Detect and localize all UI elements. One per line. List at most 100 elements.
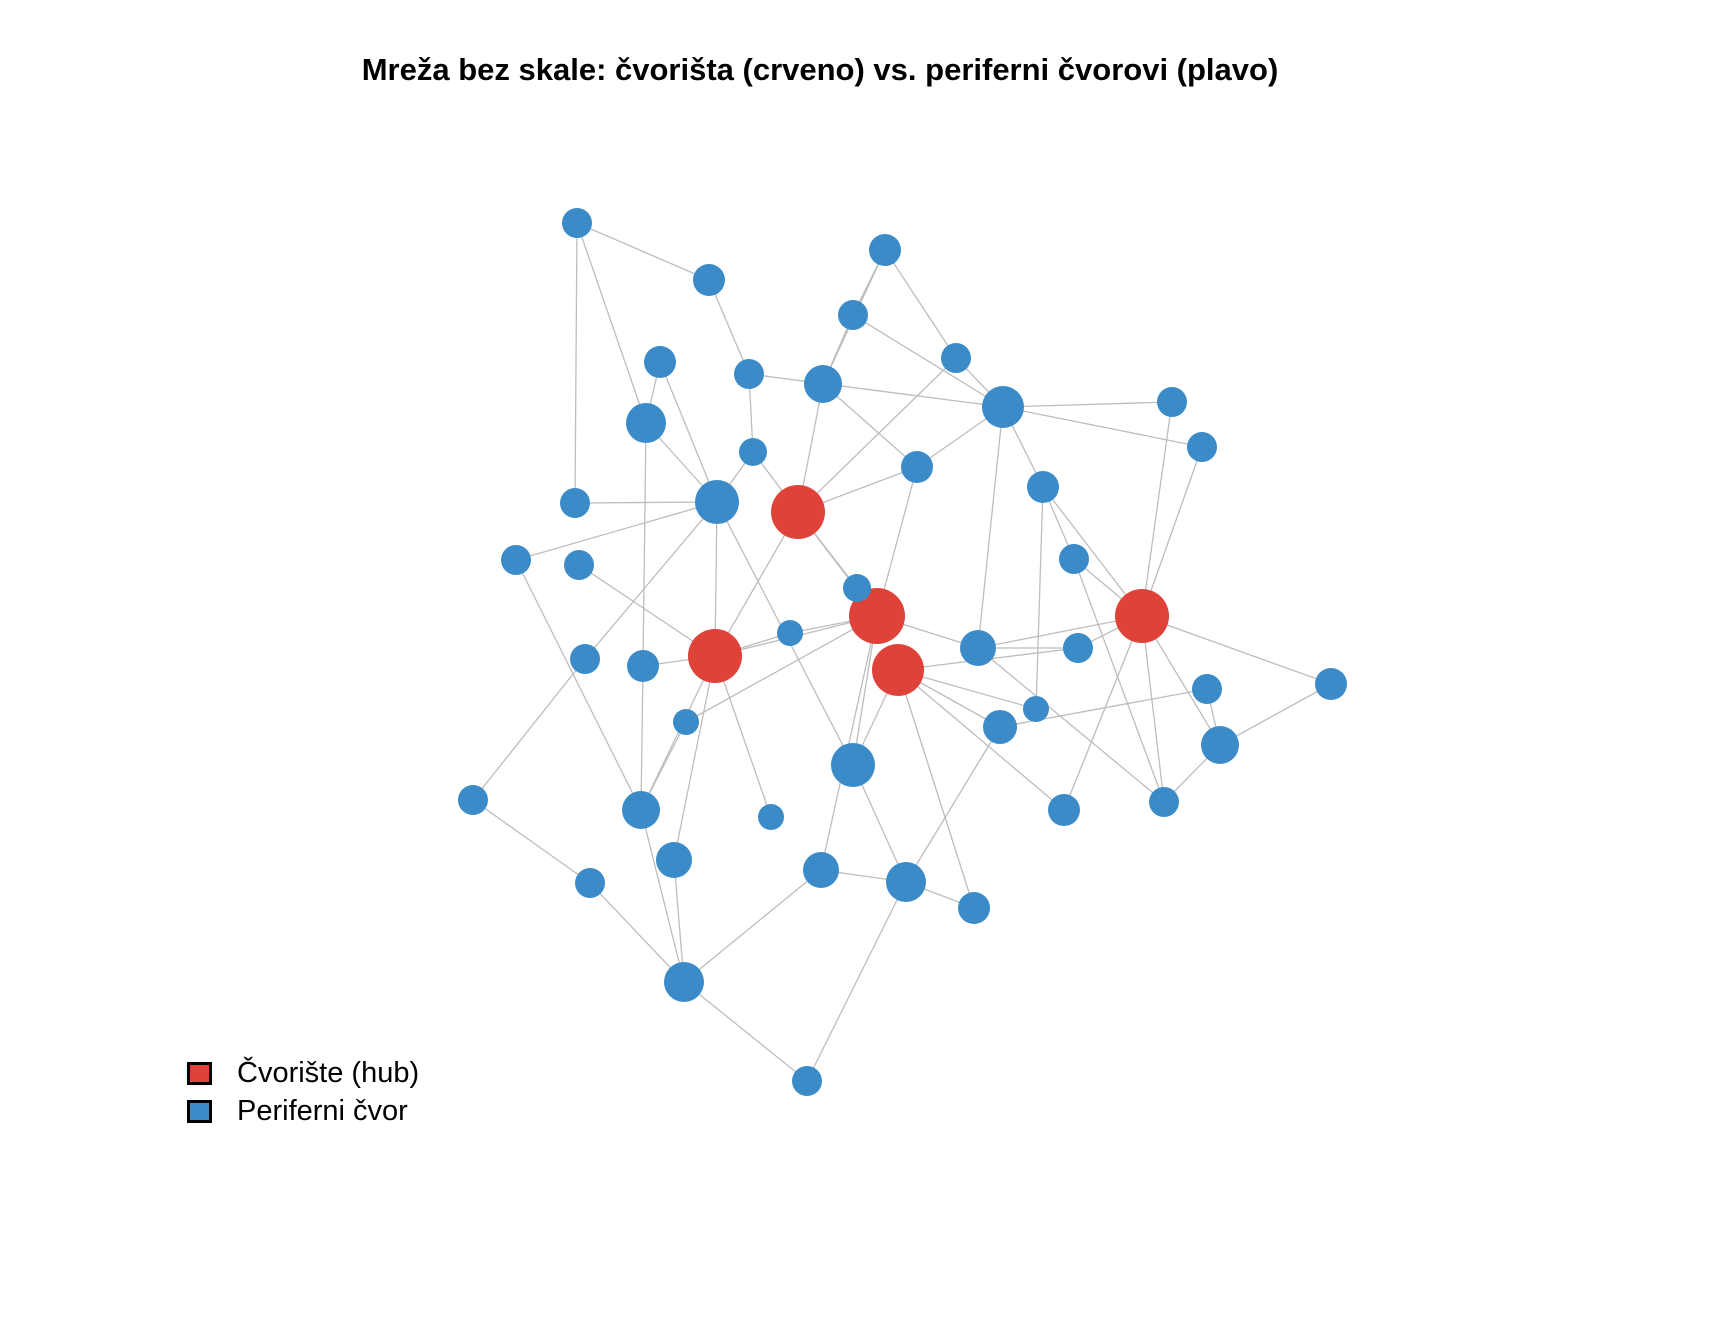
graph-edge-35-37 (589, 882, 685, 983)
graph-edge-30-35 (472, 799, 591, 884)
graph-edge-33-37 (673, 859, 685, 983)
graph-node-48-peripheral (1201, 726, 1239, 764)
legend: Čvorište (hub) Periferni čvor (187, 1054, 419, 1130)
graph-edge-24-32 (714, 655, 772, 818)
legend-label-peripheral: Periferni čvor (237, 1094, 408, 1127)
graph-node-13-peripheral (941, 343, 971, 373)
graph-edge-36-38 (806, 881, 907, 1082)
graph-edge-41-49 (1141, 615, 1165, 803)
graph-node-24-hub (688, 629, 742, 683)
graph-edge-31-37 (640, 809, 685, 983)
graph-edge-1-12 (574, 222, 578, 504)
graph-edge-15-41 (1141, 401, 1173, 617)
graph-edge-36-47 (905, 726, 1001, 883)
graph-node-44-peripheral (1315, 668, 1347, 700)
graph-node-20-peripheral (564, 550, 594, 580)
legend-item-hub: Čvorište (hub) (187, 1054, 419, 1092)
graph-edge-18-46 (1035, 486, 1044, 710)
graph-node-42-peripheral (960, 630, 996, 666)
graph-edge-41-50 (1063, 615, 1143, 811)
graph-edge-10-26 (584, 501, 718, 660)
graph-node-10-peripheral (695, 480, 739, 524)
graph-edge-42-49 (977, 647, 1165, 803)
graph-edge-3-13 (884, 249, 957, 359)
graph-edge-11-13 (797, 357, 957, 513)
graph-node-29-peripheral (831, 743, 875, 787)
graph-edge-7-17 (822, 383, 918, 468)
graph-node-30-peripheral (458, 785, 488, 815)
graph-node-49-peripheral (1149, 787, 1179, 817)
graph-edge-10-12 (574, 501, 718, 504)
legend-item-peripheral: Periferni čvor (187, 1092, 419, 1130)
graph-node-16-peripheral (1187, 432, 1217, 462)
graph-edge-14-15 (1002, 401, 1173, 408)
peripheral-swatch-icon (187, 1099, 212, 1123)
graph-node-50-peripheral (1048, 794, 1080, 826)
graph-node-1-peripheral (562, 208, 592, 238)
graph-node-37-peripheral (664, 962, 704, 1002)
graph-edge-24-33 (673, 655, 716, 861)
graph-edge-22-34 (820, 615, 878, 871)
graph-edge-14-16 (1002, 406, 1203, 448)
graph-edge-2-6 (708, 279, 750, 375)
graph-node-45-peripheral (1192, 674, 1222, 704)
graph-node-7-peripheral (804, 365, 842, 403)
graph-edge-41-42 (977, 615, 1143, 649)
graph-node-34-peripheral (803, 852, 839, 888)
graph-node-31-peripheral (622, 791, 660, 829)
page-title: Mreža bez skale: čvorišta (crveno) vs. p… (361, 52, 1279, 87)
graph-node-22-hub (849, 588, 905, 644)
graph-node-17-peripheral (901, 451, 933, 483)
graph-edge-25-50 (897, 669, 1065, 811)
graph-edge-24-31 (640, 655, 716, 811)
graph-node-12-peripheral (560, 488, 590, 518)
graph-node-2-peripheral (693, 264, 725, 296)
graph-edge-14-42 (977, 406, 1004, 649)
graph-edge-19-31 (515, 559, 642, 811)
graph-node-25-hub (872, 644, 924, 696)
graph-node-47-peripheral (983, 710, 1017, 744)
graph-node-28-peripheral (673, 709, 699, 735)
graph-node-3-peripheral (869, 234, 901, 266)
graph-node-11-hub (771, 485, 825, 539)
legend-label-hub: Čvorište (hub) (237, 1056, 420, 1089)
graph-node-21-peripheral (843, 574, 871, 602)
graph-edge-44-48 (1219, 683, 1332, 746)
graph-edge-10-19 (515, 501, 718, 561)
graph-node-33-peripheral (656, 842, 692, 878)
graph-node-38-peripheral (792, 1066, 822, 1096)
hub-swatch-icon (187, 1061, 212, 1085)
graph-edge-40-49 (1073, 558, 1165, 803)
graph-edge-8-27 (642, 422, 647, 667)
graph-node-27-peripheral (627, 650, 659, 682)
graph-node-5-peripheral (644, 346, 676, 378)
graph-node-4-peripheral (838, 300, 868, 330)
node-layer (458, 208, 1347, 1096)
graph-node-39-peripheral (958, 892, 990, 924)
graph-node-46-peripheral (1023, 696, 1049, 722)
graph-edge-1-8 (576, 222, 647, 424)
graph-node-9-peripheral (739, 438, 767, 466)
graph-edge-27-31 (640, 665, 644, 811)
graph-edge-6-14 (748, 373, 1004, 408)
graph-edge-41-44 (1141, 615, 1332, 685)
graph-node-23-peripheral (777, 620, 803, 646)
graph-edge-4-14 (852, 314, 1004, 408)
graph-node-8-peripheral (626, 403, 666, 443)
graph-node-40-peripheral (1059, 544, 1089, 574)
graph-node-6-peripheral (734, 359, 764, 389)
graph-edge-37-38 (683, 981, 808, 1082)
graph-node-36-peripheral (886, 862, 926, 902)
graph-edge-26-30 (472, 658, 586, 801)
graph-edge-25-39 (897, 669, 975, 909)
graph-node-15-peripheral (1157, 387, 1187, 417)
graph-edge-20-24 (578, 564, 716, 657)
graph-node-43-peripheral (1063, 633, 1093, 663)
graph-node-32-peripheral (758, 804, 784, 830)
graph-edge-18-41 (1042, 486, 1143, 617)
graph-node-19-peripheral (501, 545, 531, 575)
graph-edge-34-37 (683, 869, 822, 983)
graph-edge-11-24 (714, 511, 799, 657)
